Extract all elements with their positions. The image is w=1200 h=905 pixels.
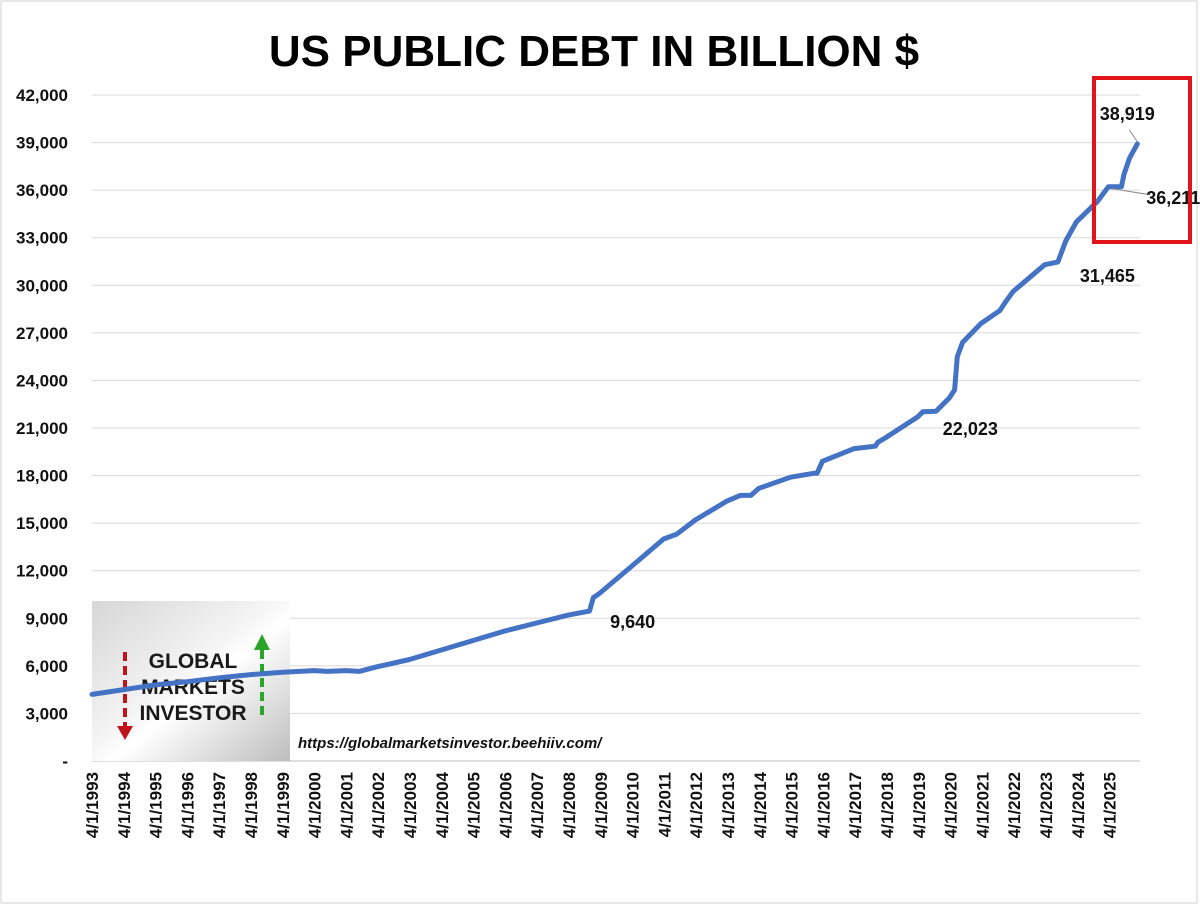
y-tick-label: 24,000	[16, 371, 68, 390]
gridlines	[92, 94, 1140, 762]
x-tick-label: 4/1/2010	[624, 772, 643, 838]
x-tick-label: 4/1/2012	[687, 772, 706, 838]
y-tick-label: 18,000	[16, 467, 68, 486]
x-tick-label: 4/1/2003	[401, 772, 420, 838]
x-tick-label: 4/1/2006	[496, 772, 515, 838]
x-tick-label: 4/1/2005	[465, 772, 484, 838]
y-tick-label: 21,000	[16, 419, 68, 438]
x-tick-label: 4/1/2013	[719, 772, 738, 838]
down-arrow-icon	[117, 726, 133, 740]
up-arrow-icon	[254, 634, 270, 650]
x-tick-label: 4/1/2021	[973, 772, 992, 838]
y-tick-label: 30,000	[16, 276, 68, 295]
data-label: 38,919	[1100, 104, 1155, 124]
x-tick-label: 4/1/2017	[846, 772, 865, 838]
annotation-leader	[1112, 188, 1151, 196]
highlight-box	[1092, 76, 1192, 244]
annotation-leader	[1128, 129, 1138, 143]
y-tick-label: 33,000	[16, 229, 68, 248]
x-tick-label: 4/1/2015	[783, 772, 802, 838]
x-tick-label: 4/1/1997	[210, 772, 229, 838]
y-tick-label: 3,000	[25, 704, 68, 723]
data-label: 9,640	[610, 612, 655, 632]
x-tick-label: 4/1/2023	[1037, 772, 1056, 838]
x-tick-label: 4/1/2022	[1005, 772, 1024, 838]
x-tick-label: 4/1/2007	[528, 772, 547, 838]
x-tick-label: 4/1/1995	[147, 772, 166, 838]
data-label: 22,023	[943, 419, 998, 439]
data-label: 36,211	[1146, 188, 1200, 208]
y-tick-label: 15,000	[16, 514, 68, 533]
y-axis-ticks: - 3,000 6,000 9,000 12,000 15,000 18,000 21,000…	[16, 86, 68, 771]
y-tick-label: 39,000	[16, 134, 68, 153]
x-tick-label: 4/1/2016	[814, 772, 833, 838]
x-tick-label: 4/1/2009	[592, 772, 611, 838]
x-tick-label: 4/1/2018	[878, 772, 897, 838]
y-tick-label: 27,000	[16, 324, 68, 343]
x-tick-label: 4/1/1994	[115, 771, 134, 838]
x-tick-label: 4/1/2019	[910, 772, 929, 838]
y-tick-label: 9,000	[25, 609, 68, 628]
x-tick-label: 4/1/2008	[560, 772, 579, 838]
y-tick-label: 6,000	[25, 657, 68, 676]
x-tick-label: 4/1/1993	[83, 772, 102, 838]
x-tick-label: 4/1/1999	[274, 772, 293, 838]
x-tick-label: 4/1/2011	[655, 772, 674, 837]
series-line	[89, 141, 1140, 697]
x-tick-label: 4/1/2025	[1101, 772, 1120, 838]
y-tick-label: 42,000	[16, 86, 68, 105]
x-tick-label: 4/1/1998	[242, 772, 261, 838]
data-label: 31,465	[1080, 266, 1135, 286]
x-tick-label: 4/1/2001	[337, 772, 356, 838]
x-tick-label: 4/1/2000	[306, 772, 325, 838]
x-tick-label: 4/1/2014	[751, 771, 770, 838]
source-url: https://globalmarketsinvestor.beehiiv.co…	[298, 735, 603, 752]
logo-line-1: GLOBAL	[149, 650, 238, 673]
x-tick-label: 4/1/2004	[433, 771, 452, 838]
y-tick-label: -	[62, 752, 68, 771]
x-tick-label: 4/1/2024	[1069, 771, 1088, 838]
y-tick-label: 36,000	[16, 181, 68, 200]
x-axis-ticks: 4/1/1993 4/1/1994 4/1/1995 4/1/1996 4/1/1997…	[83, 771, 1120, 838]
x-tick-label: 4/1/2002	[369, 772, 388, 838]
logo-line-3: INVESTOR	[140, 702, 247, 725]
annotations: 9,640 22,023 31,465 36,211 38,919	[610, 104, 1200, 632]
x-tick-label: 4/1/2020	[942, 772, 961, 838]
x-tick-label: 4/1/1996	[178, 772, 197, 838]
y-tick-label: 12,000	[16, 562, 68, 581]
chart-title: US PUBLIC DEBT IN BILLION $	[269, 27, 919, 76]
